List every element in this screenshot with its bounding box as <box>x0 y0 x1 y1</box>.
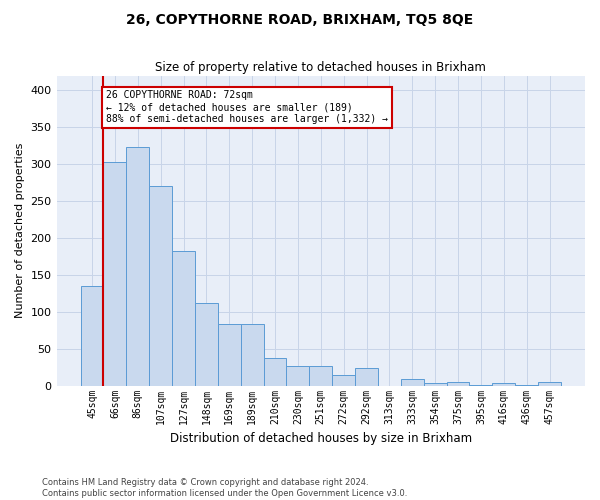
Title: Size of property relative to detached houses in Brixham: Size of property relative to detached ho… <box>155 62 486 74</box>
Bar <box>80 286 103 386</box>
Bar <box>355 368 378 386</box>
Bar <box>195 303 218 386</box>
Bar <box>149 186 172 386</box>
Bar <box>493 384 515 386</box>
Bar <box>332 374 355 386</box>
Text: 26 COPYTHORNE ROAD: 72sqm
← 12% of detached houses are smaller (189)
88% of semi: 26 COPYTHORNE ROAD: 72sqm ← 12% of detac… <box>106 90 388 124</box>
Bar <box>263 358 286 386</box>
Bar <box>310 366 332 386</box>
Bar <box>172 252 195 386</box>
Bar <box>241 324 263 386</box>
Bar <box>446 382 469 386</box>
Bar <box>538 382 561 386</box>
X-axis label: Distribution of detached houses by size in Brixham: Distribution of detached houses by size … <box>170 432 472 445</box>
Bar <box>127 148 149 386</box>
Bar <box>401 379 424 386</box>
Bar <box>286 366 310 386</box>
Bar <box>218 324 241 386</box>
Bar <box>469 385 493 386</box>
Bar <box>424 382 446 386</box>
Bar <box>103 162 127 386</box>
Y-axis label: Number of detached properties: Number of detached properties <box>15 143 25 318</box>
Text: 26, COPYTHORNE ROAD, BRIXHAM, TQ5 8QE: 26, COPYTHORNE ROAD, BRIXHAM, TQ5 8QE <box>127 12 473 26</box>
Bar <box>515 385 538 386</box>
Text: Contains HM Land Registry data © Crown copyright and database right 2024.
Contai: Contains HM Land Registry data © Crown c… <box>42 478 407 498</box>
